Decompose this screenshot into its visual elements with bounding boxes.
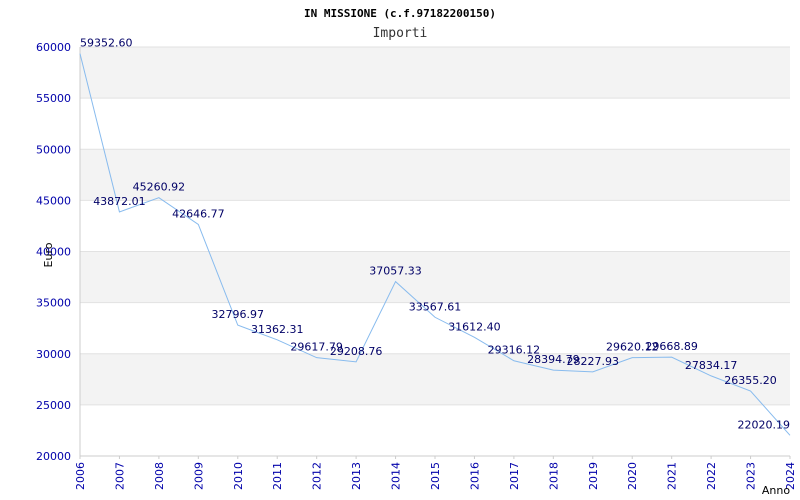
grid-band bbox=[80, 251, 790, 303]
grid-band bbox=[80, 353, 790, 405]
data-label: 29208.76 bbox=[330, 345, 383, 358]
y-tick-label: 55000 bbox=[36, 92, 71, 105]
y-tick-label: 60000 bbox=[36, 41, 71, 54]
x-tick-label: 2009 bbox=[192, 462, 205, 490]
data-label: 31612.40 bbox=[448, 320, 501, 333]
x-tick-label: 2020 bbox=[626, 462, 639, 490]
data-label: 31362.31 bbox=[251, 323, 304, 336]
x-axis-label: Anno bbox=[762, 484, 790, 497]
y-tick-label: 45000 bbox=[36, 194, 71, 207]
x-tick-label: 2015 bbox=[429, 462, 442, 490]
data-label: 37057.33 bbox=[369, 265, 422, 278]
x-tick-label: 2010 bbox=[232, 462, 245, 490]
data-label: 29668.89 bbox=[645, 340, 698, 353]
y-tick-label: 50000 bbox=[36, 143, 71, 156]
y-tick-labels: 20000 25000 30000 35000 40000 45000 50000 55000… bbox=[36, 41, 71, 463]
chart-subtitle: Importi bbox=[373, 26, 428, 41]
x-tick-label: 2019 bbox=[587, 462, 600, 490]
data-label: 43872.01 bbox=[93, 195, 146, 208]
x-tick-label: 2017 bbox=[508, 462, 521, 490]
data-label: 29620.12 bbox=[606, 341, 659, 354]
y-tick-label: 25000 bbox=[36, 399, 71, 412]
x-tick-label: 2011 bbox=[271, 462, 284, 490]
grid-band bbox=[80, 149, 790, 201]
grid-bands bbox=[80, 47, 790, 405]
y-tick-label: 20000 bbox=[36, 450, 71, 463]
y-tick-label: 35000 bbox=[36, 297, 71, 310]
data-label: 33567.61 bbox=[409, 300, 462, 313]
x-tick-labels: 2006 2007 2008 2009 2010 2011 2012 2013 2014 2015… bbox=[74, 462, 797, 490]
x-tick-label: 2024 bbox=[784, 462, 797, 490]
y-tick-label: 30000 bbox=[36, 348, 71, 361]
data-label: 45260.92 bbox=[133, 181, 186, 194]
x-tick-label: 2022 bbox=[705, 462, 718, 490]
x-tick-label: 2007 bbox=[113, 462, 126, 490]
axes bbox=[79, 47, 791, 459]
x-tick-label: 2013 bbox=[350, 462, 363, 490]
series-line bbox=[79, 53, 791, 436]
data-label: 28227.93 bbox=[567, 355, 620, 368]
x-tick-label: 2018 bbox=[547, 462, 560, 490]
data-label: 26355.20 bbox=[724, 374, 777, 387]
data-label: 27834.17 bbox=[685, 359, 738, 372]
data-label: 28394.79 bbox=[527, 353, 580, 366]
x-tick-label: 2023 bbox=[745, 462, 758, 490]
x-tick-label: 2008 bbox=[153, 462, 166, 490]
data-label: 42646.77 bbox=[172, 207, 225, 220]
grid-band bbox=[80, 47, 790, 99]
x-tick-label: 2016 bbox=[468, 462, 481, 490]
x-tick-label: 2012 bbox=[311, 462, 324, 490]
x-tick-label: 2014 bbox=[390, 462, 403, 490]
data-label: 22020.19 bbox=[738, 418, 791, 431]
data-label: 29316.12 bbox=[488, 344, 541, 357]
y-axis-label: Euro bbox=[42, 242, 55, 267]
x-tick-label: 2021 bbox=[666, 462, 679, 490]
x-tick-label: 2006 bbox=[74, 462, 87, 490]
data-label: 59352.60 bbox=[80, 37, 133, 50]
chart-title: IN MISSIONE (c.f.97182200150) bbox=[304, 7, 496, 20]
data-label: 29617.79 bbox=[290, 341, 343, 354]
data-label: 32796.97 bbox=[212, 308, 265, 321]
y-tick-label: 40000 bbox=[36, 246, 71, 259]
